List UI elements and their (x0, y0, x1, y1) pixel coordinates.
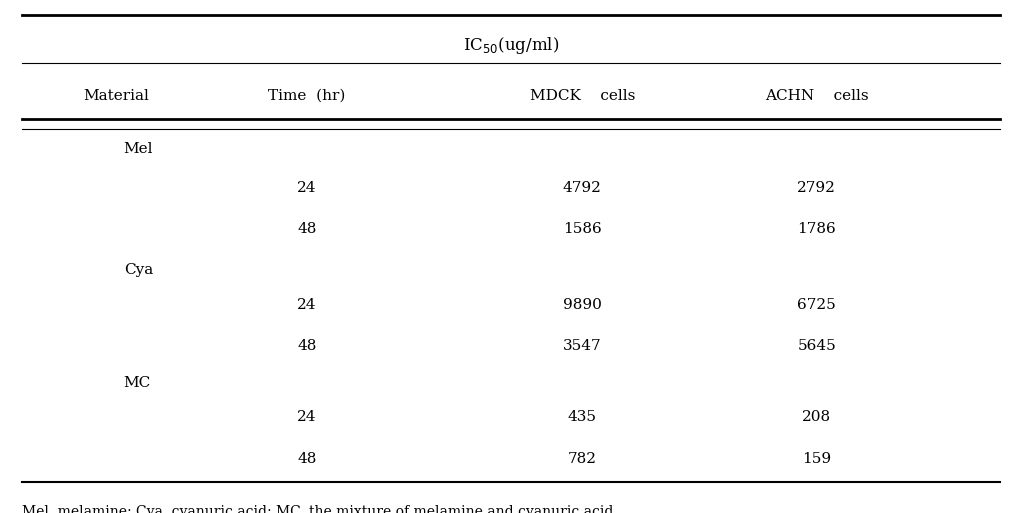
Text: 6725: 6725 (797, 298, 836, 312)
Text: 435: 435 (568, 410, 597, 424)
Text: 48: 48 (297, 222, 317, 236)
Text: 208: 208 (802, 410, 831, 424)
Text: MDCK    cells: MDCK cells (529, 89, 635, 103)
Text: 159: 159 (802, 452, 831, 466)
Text: 24: 24 (297, 181, 317, 194)
Text: MC: MC (124, 376, 151, 390)
Text: Mel: Mel (124, 142, 153, 155)
Text: 48: 48 (297, 339, 317, 353)
Text: 48: 48 (297, 452, 317, 466)
Text: 3547: 3547 (563, 339, 602, 353)
Text: ACHN    cells: ACHN cells (764, 89, 869, 103)
Text: Cya: Cya (124, 263, 153, 278)
Text: 24: 24 (297, 298, 317, 312)
Text: Mel, melamine; Cya, cyanuric acid; MC, the mixture of melamine and cyanuric acid: Mel, melamine; Cya, cyanuric acid; MC, t… (21, 505, 613, 513)
Text: 24: 24 (297, 410, 317, 424)
Text: 5645: 5645 (797, 339, 836, 353)
Text: 782: 782 (568, 452, 597, 466)
Text: 9890: 9890 (563, 298, 602, 312)
Text: IC$_{50}$(ug/ml): IC$_{50}$(ug/ml) (463, 34, 559, 55)
Text: 4792: 4792 (563, 181, 602, 194)
Text: Material: Material (83, 89, 149, 103)
Text: 1586: 1586 (563, 222, 602, 236)
Text: 2792: 2792 (797, 181, 836, 194)
Text: Time  (hr): Time (hr) (269, 89, 345, 103)
Text: 1786: 1786 (797, 222, 836, 236)
